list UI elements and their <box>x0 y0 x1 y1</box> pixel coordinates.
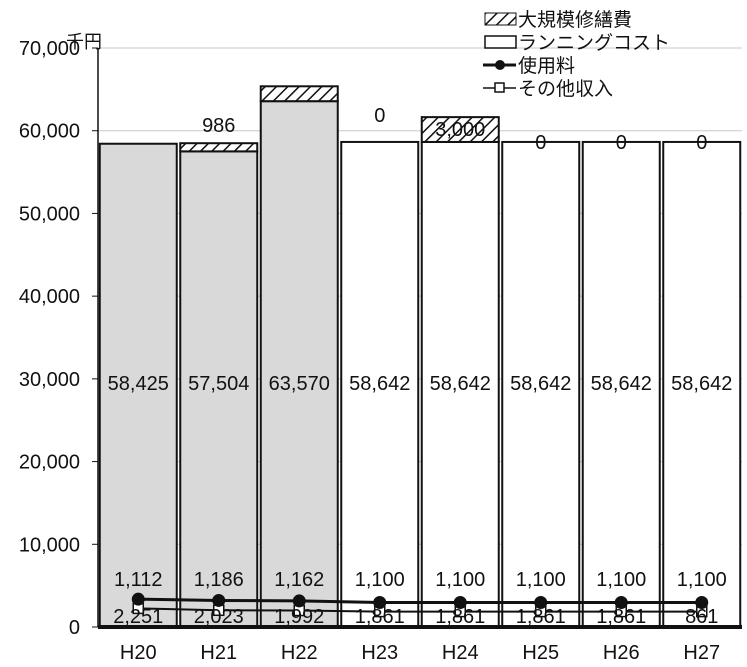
bar-major-repair <box>420 116 500 143</box>
fee-label: 1,100 <box>435 569 485 591</box>
major-repair-label: 0 <box>616 132 627 154</box>
major-repair-label: 0 <box>696 132 707 154</box>
line-layer <box>131 592 709 618</box>
x-tick-label: H26 <box>603 642 640 664</box>
bar-major-repair <box>179 142 259 153</box>
fee-marker <box>131 592 145 606</box>
bar-running-cost <box>259 100 339 628</box>
major-repair-label: 986 <box>202 115 235 137</box>
fee-label: 1,100 <box>677 569 727 591</box>
other-income-label: 861 <box>685 606 718 628</box>
legend-hatched-swatch <box>484 12 517 26</box>
legend-label: ランニングコスト <box>518 32 670 54</box>
fee-line <box>138 597 702 605</box>
bar-layer <box>98 85 742 628</box>
y-tick-label: 70,000 <box>19 38 80 60</box>
x-tick-label: H22 <box>281 642 318 664</box>
bar-running-cost <box>581 140 661 628</box>
y-tick-label: 20,000 <box>19 452 80 474</box>
bar-running-cost <box>420 140 500 628</box>
y-tick-label: 40,000 <box>19 286 80 308</box>
fee-label: 1,112 <box>114 569 163 591</box>
bar-running-cost <box>662 140 742 628</box>
fee-marker <box>453 596 467 610</box>
x-tick-label: H21 <box>200 642 237 664</box>
axis-layer: 0 10,000 20,000 30,000 40,000 50,000 60,000 70,… <box>19 32 742 664</box>
other-income-label: 1,992 <box>274 606 324 628</box>
y-tick-label: 10,000 <box>19 534 80 556</box>
running-cost-label: 58,642 <box>591 373 652 395</box>
y-tick-label: 0 <box>69 617 80 639</box>
running-cost-label: 63,570 <box>269 373 330 395</box>
bar-running-cost <box>340 140 420 628</box>
bar-running-cost <box>501 140 581 628</box>
legend-fee-marker <box>495 60 505 70</box>
legend-other-income-marker <box>494 82 505 93</box>
other-income-label: 1,861 <box>516 606 566 628</box>
other-income-label: 1,861 <box>355 606 405 628</box>
x-tick-label: H20 <box>120 642 157 664</box>
label-layer: 2,251 2,023 1,992 1,861 1,861 1,861 1,861 861 1,… <box>108 105 733 628</box>
running-cost-label: 58,642 <box>430 373 491 395</box>
fee-marker <box>614 596 628 610</box>
bar-major-repair <box>259 85 339 103</box>
fee-marker <box>373 596 387 610</box>
fee-label: 1,186 <box>194 569 244 591</box>
other-income-label: 1,861 <box>435 606 485 628</box>
legend-white-swatch <box>484 35 517 49</box>
y-tick-label: 30,000 <box>19 369 80 391</box>
y-tick-label: 60,000 <box>19 121 80 143</box>
major-repair-label: 3,000 <box>435 119 485 141</box>
running-cost-label: 57,504 <box>188 373 249 395</box>
fee-label: 1,162 <box>274 569 324 591</box>
y-tick-label: 50,000 <box>19 203 80 225</box>
legend-label: 大規模修繕費 <box>518 9 632 31</box>
other-income-label: 2,023 <box>194 606 244 628</box>
major-repair-label: 0 <box>535 132 546 154</box>
other-income-label: 1,861 <box>596 606 646 628</box>
x-tick-label: H23 <box>361 642 398 664</box>
bar-running-cost <box>179 150 259 628</box>
legend-label: その他収入 <box>518 78 613 100</box>
fee-marker <box>695 596 709 610</box>
running-cost-label: 58,425 <box>108 373 169 395</box>
running-cost-label: 58,642 <box>671 373 732 395</box>
fee-label: 1,100 <box>355 569 405 591</box>
fee-label: 1,100 <box>516 569 566 591</box>
fee-marker <box>534 596 548 610</box>
other-income-line <box>138 607 702 613</box>
major-repair-label: 0 <box>374 105 385 127</box>
fee-marker <box>292 594 306 608</box>
fee-marker <box>212 593 226 607</box>
x-tick-label: H27 <box>683 642 720 664</box>
x-tick-label: H25 <box>522 642 559 664</box>
fee-label: 1,100 <box>596 569 646 591</box>
legend-label: 使用料 <box>518 55 575 77</box>
other-income-label: 2,251 <box>113 606 163 628</box>
x-tick-label: H24 <box>442 642 479 664</box>
running-cost-label: 58,642 <box>349 373 410 395</box>
unit-label: 千円 <box>66 32 102 52</box>
running-cost-label: 58,642 <box>510 373 571 395</box>
